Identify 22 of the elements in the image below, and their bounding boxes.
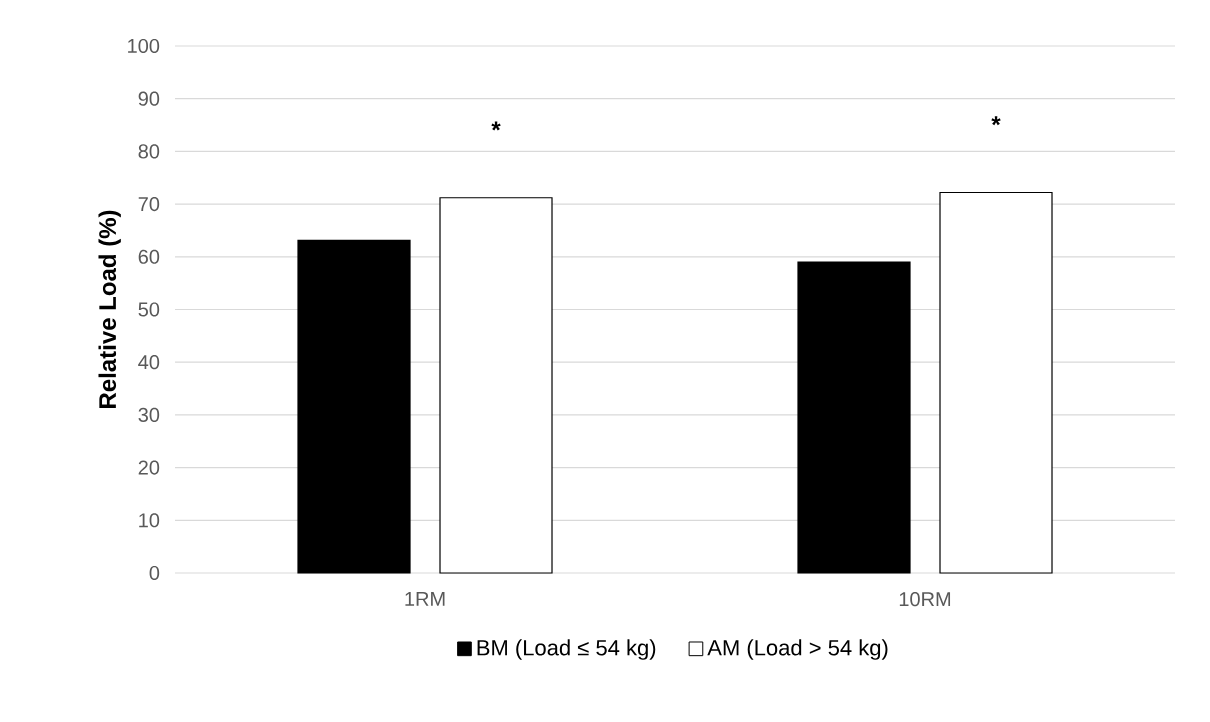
bar	[939, 191, 1053, 574]
legend-label: BM (Load ≤ 54 kg)	[477, 639, 656, 660]
y-axis-title: Relative Load (%)	[98, 210, 121, 408]
y-tick-label: 90	[138, 91, 160, 106]
x-tick-label: 10RM	[899, 592, 951, 607]
y-tick-label: 10	[139, 513, 160, 528]
y-tick-label: 40	[138, 355, 160, 370]
y-tick-label: 80	[138, 144, 160, 159]
y-tick-label: 100	[128, 38, 160, 54]
legend-label: AM (Load > 54 kg)	[707, 639, 888, 660]
y-tick-label: 50	[138, 302, 160, 317]
bar	[797, 261, 911, 574]
y-tick-label: 30	[138, 407, 160, 422]
bar	[297, 239, 411, 574]
annotation: *	[491, 121, 501, 131]
y-tick-label: 20	[138, 460, 160, 475]
y-tick-label: 70	[138, 197, 160, 212]
y-tick-label: 0	[149, 565, 160, 581]
bar	[439, 197, 553, 574]
x-tick-label: 1RM	[405, 592, 445, 606]
y-tick-label: 60	[138, 249, 160, 264]
annotation: *	[991, 116, 1001, 126]
